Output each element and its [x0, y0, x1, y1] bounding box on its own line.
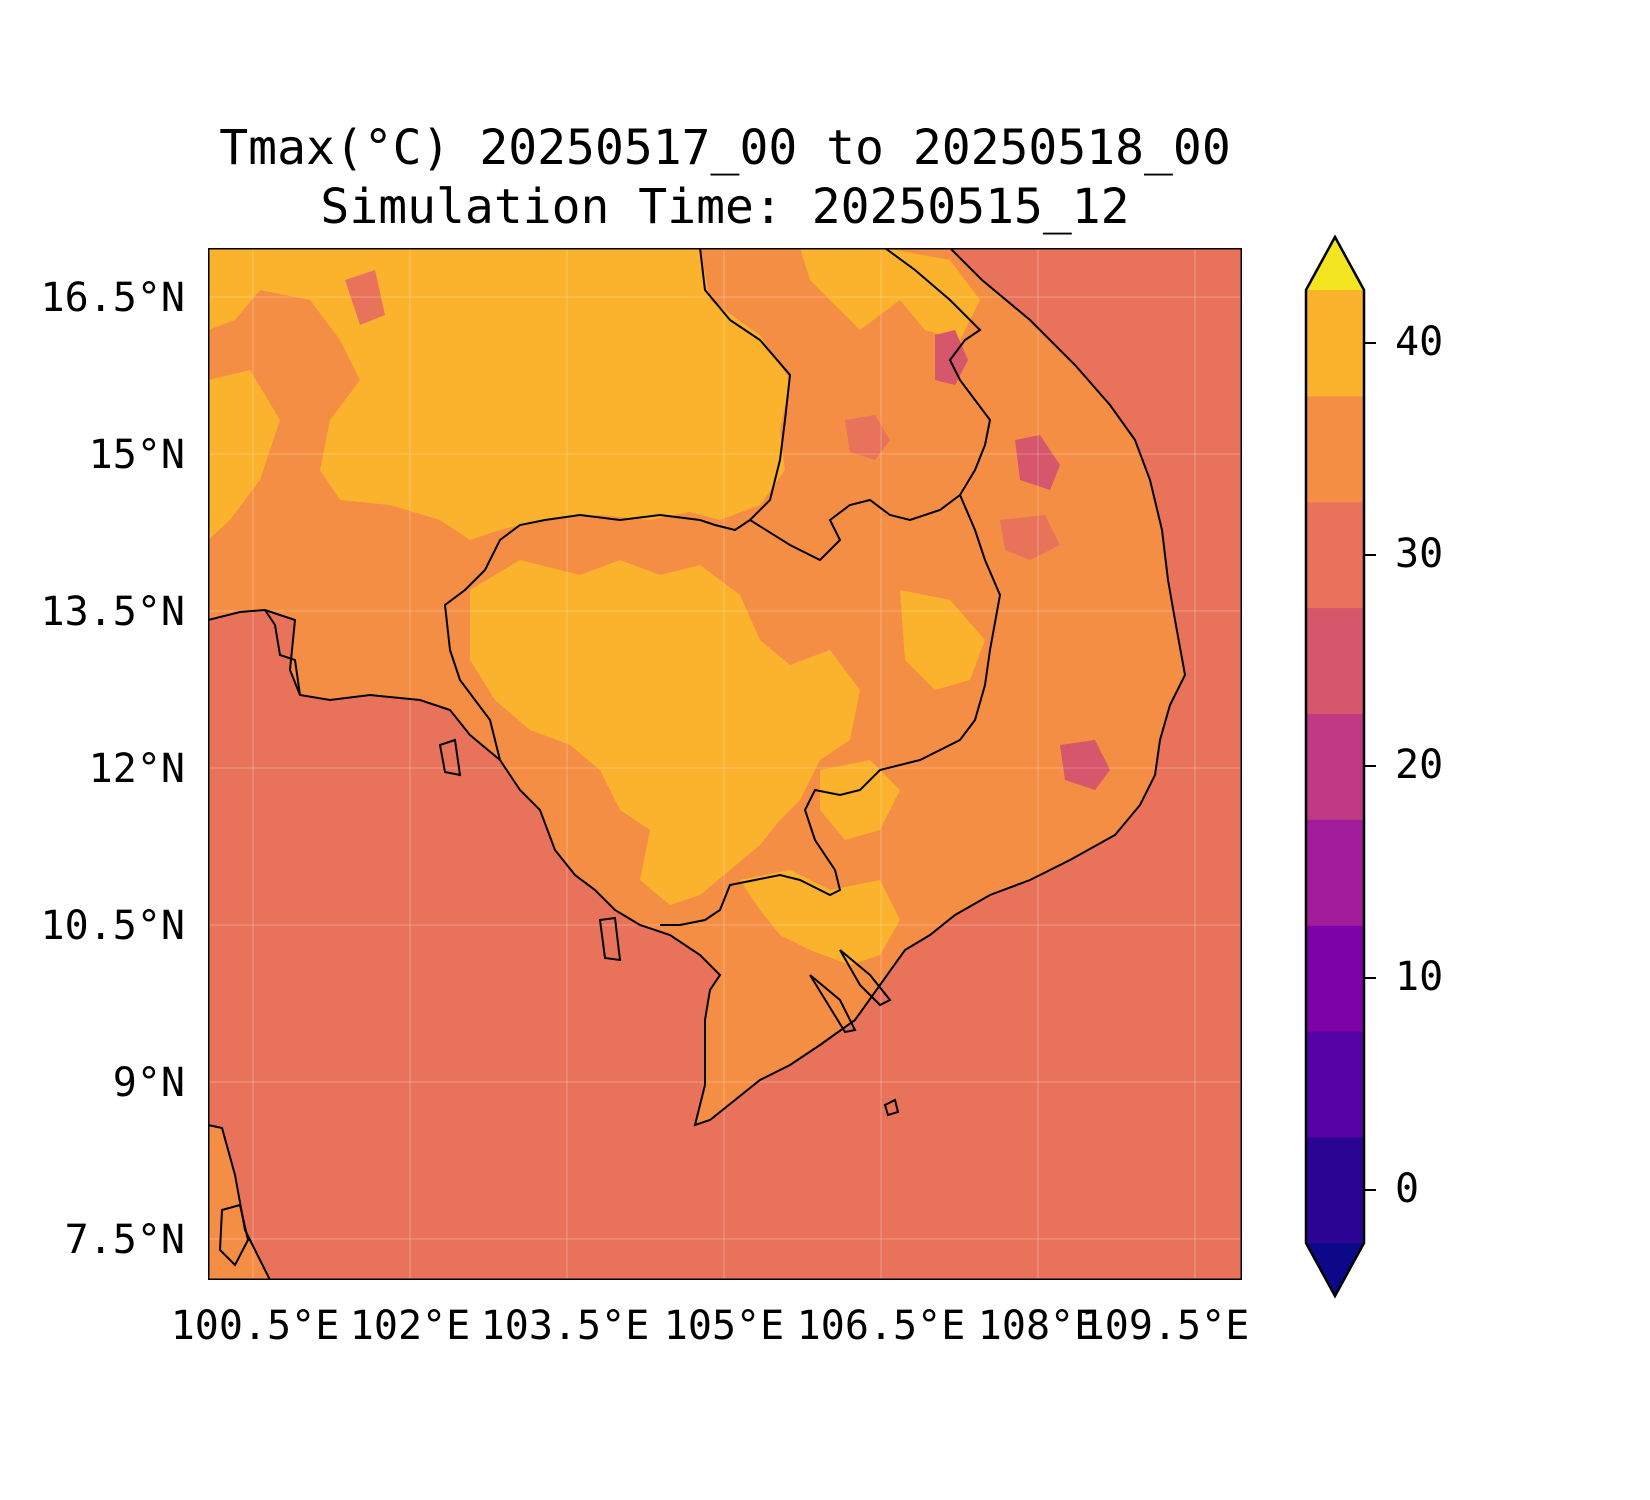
- land-high-region-north: [208, 248, 790, 540]
- lat-label-15: 15°N: [88, 432, 185, 478]
- colorbar-segment: [1306, 819, 1364, 926]
- land-low-spot-6: [1000, 515, 1060, 560]
- colorbar-extend-max: [1306, 237, 1364, 290]
- land-low-spot-3: [1060, 740, 1110, 790]
- gridlines: [208, 248, 1242, 1280]
- land-high-region-north-east: [800, 248, 980, 340]
- colorbar-extend-min: [1306, 1243, 1364, 1296]
- land-low-spot-5: [345, 270, 385, 325]
- lon-label-103-5: 103.5°E: [480, 1303, 650, 1349]
- colorbar-label-30: 30: [1395, 531, 1444, 577]
- land-high-region-central: [470, 560, 860, 905]
- colorbar-label-20: 20: [1395, 742, 1444, 788]
- lat-label-7-5: 7.5°N: [64, 1217, 185, 1263]
- colorbar-ticks: [1364, 342, 1376, 1191]
- land-high-region-northwest: [208, 370, 280, 540]
- map-plot-area: [208, 248, 1242, 1280]
- colorbar-segment: [1306, 607, 1364, 715]
- lon-label-109-5: 109.5°E: [1080, 1303, 1250, 1349]
- lat-label-13-5: 13.5°N: [40, 589, 186, 635]
- lon-label-105: 105°E: [663, 1303, 785, 1349]
- lat-label-12: 12°N: [88, 746, 185, 792]
- colorbar: [1304, 234, 1366, 1299]
- colorbar-label-40: 40: [1395, 319, 1444, 365]
- land-low-spot-4: [845, 415, 890, 460]
- land-low-spot-1: [1015, 435, 1060, 490]
- lon-label-102: 102°E: [349, 1303, 471, 1349]
- map-subtitle: Simulation Time: 20250515_12: [320, 179, 1130, 235]
- lon-label-108: 108°E: [977, 1303, 1099, 1349]
- colorbar-label-10: 10: [1395, 954, 1444, 1000]
- land-high-region-south-central: [820, 760, 900, 840]
- lat-label-16-5: 16.5°N: [40, 275, 186, 321]
- colorbar-segment: [1306, 395, 1364, 503]
- colorbar-segment: [1306, 1031, 1364, 1138]
- colorbar-segment: [1306, 925, 1364, 1032]
- colorbar-segment: [1306, 501, 1364, 609]
- coastlines: [208, 248, 1187, 1280]
- colorbar-segment: [1306, 713, 1364, 820]
- country-borders: [264, 248, 1002, 926]
- land-high-region-east: [900, 590, 985, 690]
- map-title: Tmax(°C) 20250517_00 to 20250518_00: [219, 120, 1231, 176]
- colorbar-segment: [1306, 290, 1364, 397]
- colorbar-label-0: 0: [1395, 1166, 1420, 1212]
- colorbar-segment: [1306, 1137, 1364, 1244]
- lat-label-9: 9°N: [112, 1060, 185, 1106]
- lon-label-100-5: 100.5°E: [170, 1303, 340, 1349]
- colorbar-outline: [1304, 234, 1366, 1299]
- lon-label-106-5: 106.5°E: [796, 1303, 966, 1349]
- land-high-region-delta: [740, 870, 900, 965]
- lat-label-10-5: 10.5°N: [40, 903, 186, 949]
